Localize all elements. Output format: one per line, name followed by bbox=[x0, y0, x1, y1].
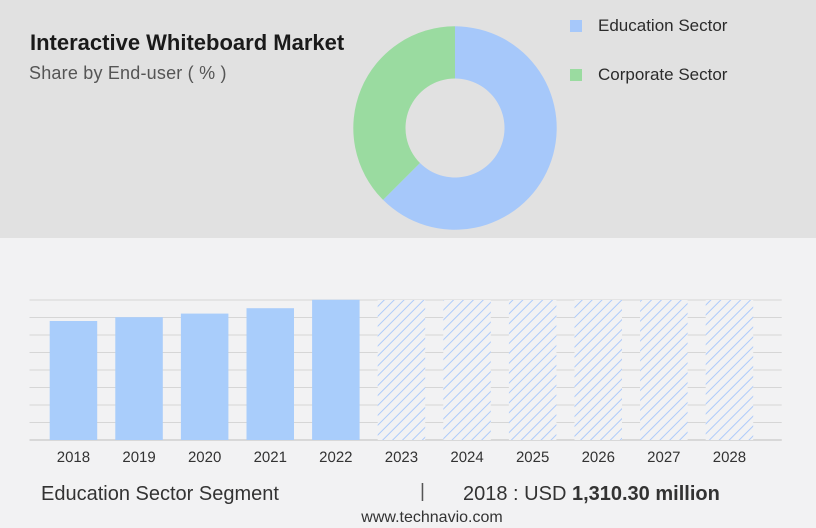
svg-text:2021: 2021 bbox=[254, 449, 287, 466]
svg-text:2026: 2026 bbox=[582, 449, 615, 466]
svg-text:2018: 2018 bbox=[57, 449, 90, 466]
svg-text:2022: 2022 bbox=[319, 449, 352, 466]
svg-text:2024: 2024 bbox=[450, 449, 483, 466]
svg-text:2025: 2025 bbox=[516, 449, 549, 466]
svg-text:2028: 2028 bbox=[713, 449, 746, 466]
svg-text:2019: 2019 bbox=[122, 449, 155, 466]
svg-text:2020: 2020 bbox=[188, 449, 221, 466]
svg-text:2027: 2027 bbox=[647, 449, 680, 466]
svg-text:2023: 2023 bbox=[385, 449, 418, 466]
